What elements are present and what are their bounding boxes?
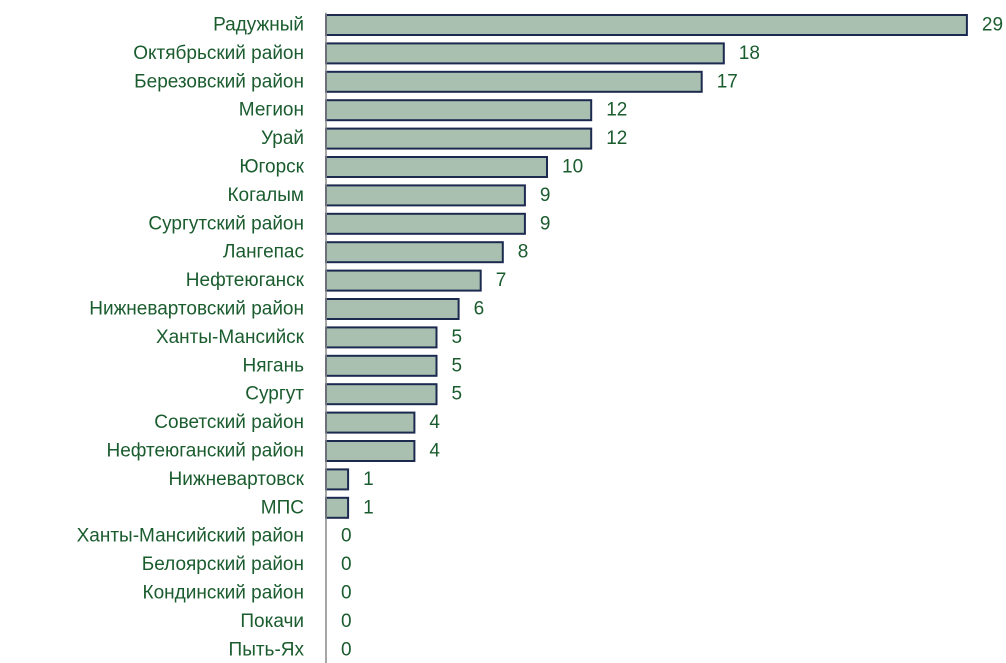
bar xyxy=(325,468,350,491)
value-label: 9 xyxy=(540,185,551,206)
value-label: 17 xyxy=(717,71,738,92)
category-label: Советский район xyxy=(154,412,304,433)
category-label: Белоярский район xyxy=(142,554,304,575)
category-label: Мегион xyxy=(239,100,304,121)
bar xyxy=(325,70,703,93)
value-label: 4 xyxy=(429,441,440,462)
value-label: 12 xyxy=(606,100,627,121)
category-label: Лангепас xyxy=(223,242,304,263)
bar xyxy=(325,212,526,235)
category-label: Кондинский район xyxy=(143,583,304,604)
bar xyxy=(325,298,460,320)
bar xyxy=(325,326,438,349)
bar xyxy=(325,99,593,122)
category-label: Березовский район xyxy=(134,71,304,92)
value-label: 0 xyxy=(341,611,352,632)
category-label: Пыть-Ях xyxy=(229,639,305,660)
bar xyxy=(325,411,416,434)
category-label: Сургут xyxy=(245,384,304,405)
value-label: 0 xyxy=(341,639,352,660)
value-label: 0 xyxy=(341,583,352,604)
category-label: Нефтеюганск xyxy=(186,270,305,291)
category-label: Нижневартовский район xyxy=(89,299,304,320)
value-label: 7 xyxy=(496,270,507,291)
value-label: 5 xyxy=(452,327,463,348)
bar xyxy=(325,14,968,36)
category-label: Нижневартовск xyxy=(169,469,305,490)
value-label: 0 xyxy=(341,554,352,575)
bars-group xyxy=(325,14,968,519)
value-label: 12 xyxy=(606,128,627,149)
category-label: Нефтеюганский район xyxy=(106,441,304,462)
bar xyxy=(325,496,350,519)
bar xyxy=(325,383,438,406)
category-label: Югорск xyxy=(239,157,304,178)
value-label: 1 xyxy=(363,497,374,518)
category-label: Сургутский район xyxy=(148,213,304,234)
value-label: 1 xyxy=(363,469,374,490)
value-label: 5 xyxy=(452,355,463,376)
category-labels: Радужный Октябрьский район Березовский рай… xyxy=(77,15,305,661)
category-label: Покачи xyxy=(240,611,304,632)
category-label: Ханты-Мансийск xyxy=(156,327,305,348)
bar xyxy=(325,42,725,65)
value-label: 9 xyxy=(540,213,551,234)
value-label: 0 xyxy=(341,526,352,547)
category-label: Урай xyxy=(261,128,304,149)
bar xyxy=(325,156,548,178)
bar xyxy=(325,127,593,150)
category-label: Октябрьский район xyxy=(133,43,304,64)
bar xyxy=(325,269,482,292)
value-label: 8 xyxy=(518,242,529,263)
category-label: Нягань xyxy=(243,355,305,376)
category-label: Ханты-Мансийский район xyxy=(77,526,304,547)
bar xyxy=(325,354,438,377)
value-label: 18 xyxy=(739,43,760,64)
value-label: 10 xyxy=(562,157,583,178)
category-label: Радужный xyxy=(213,15,304,36)
category-label: МПС xyxy=(261,497,304,518)
category-label: Когалым xyxy=(227,185,304,206)
value-label: 6 xyxy=(474,299,485,320)
bar xyxy=(325,184,526,207)
value-label: 4 xyxy=(429,412,440,433)
bar xyxy=(325,241,504,264)
bar xyxy=(325,440,416,462)
value-label: 29 xyxy=(982,15,1003,36)
value-label: 5 xyxy=(452,384,463,405)
